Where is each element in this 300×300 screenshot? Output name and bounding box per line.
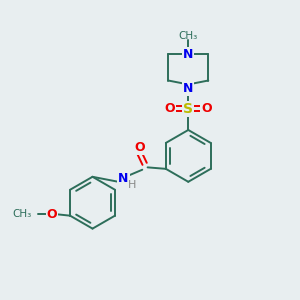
Text: O: O bbox=[201, 102, 212, 115]
Text: N: N bbox=[183, 47, 194, 61]
Text: CH₃: CH₃ bbox=[179, 31, 198, 41]
Text: H: H bbox=[128, 180, 136, 190]
Text: CH₃: CH₃ bbox=[13, 209, 32, 219]
Text: O: O bbox=[134, 141, 145, 154]
Text: N: N bbox=[118, 172, 129, 185]
Text: O: O bbox=[165, 102, 175, 115]
Text: O: O bbox=[46, 208, 57, 221]
Text: N: N bbox=[183, 82, 194, 95]
Text: S: S bbox=[183, 102, 193, 116]
